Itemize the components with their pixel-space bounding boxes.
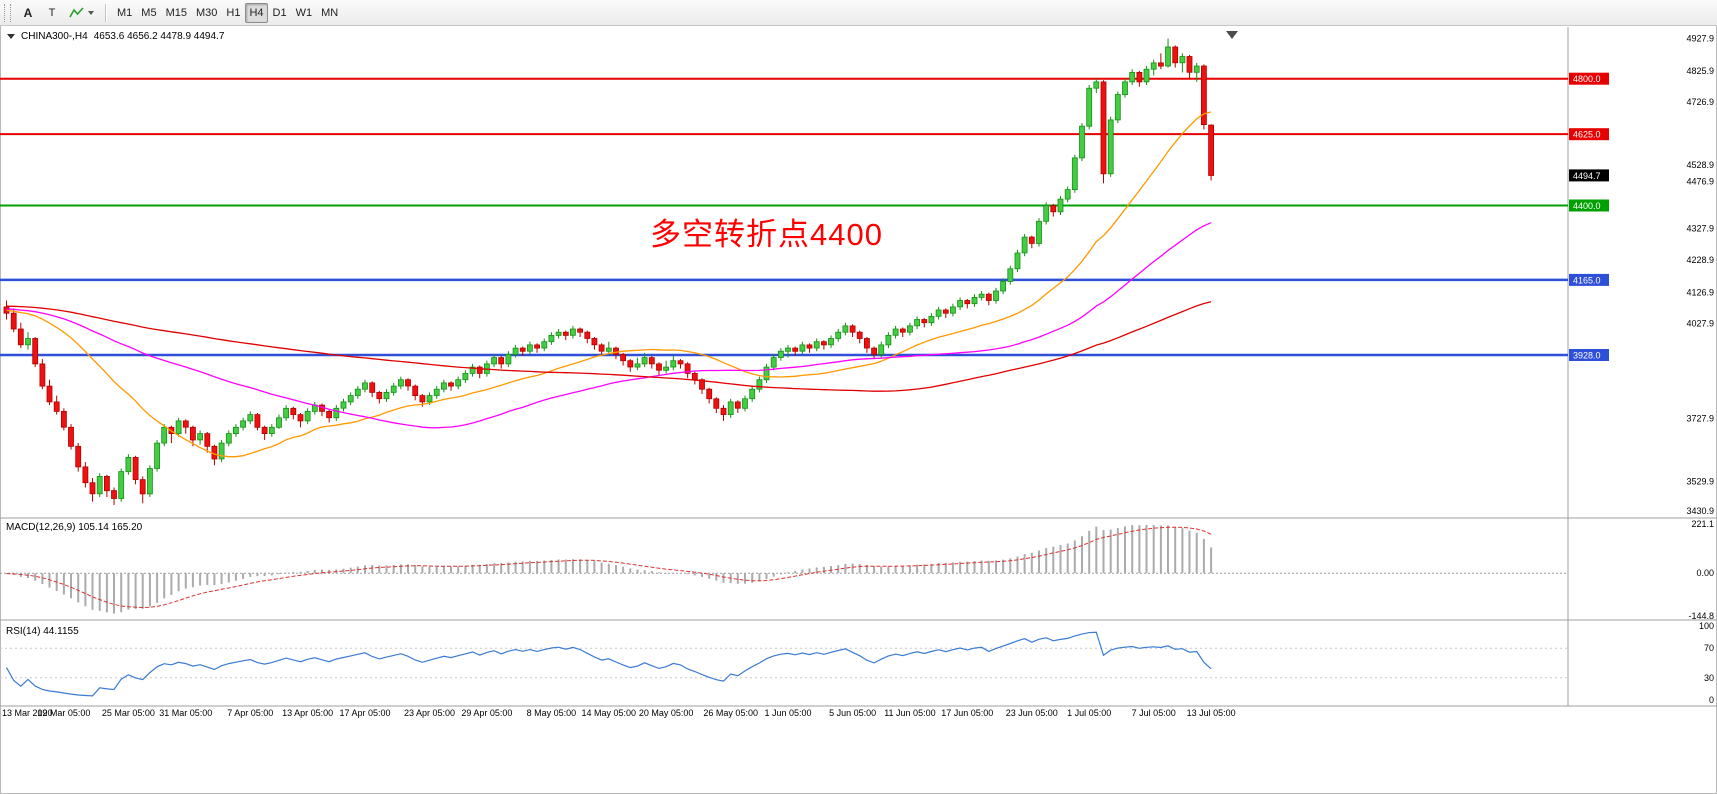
timeframe-button-m5[interactable]: M5 [137, 3, 160, 23]
time-axis-label: 1 Jul 05:00 [1067, 708, 1111, 718]
text-label-button[interactable]: A [17, 3, 39, 23]
price-tag-4625.0: 4625.0 [1569, 128, 1609, 140]
level-lines-layer [0, 79, 1568, 355]
time-axis-label: 14 May 05:00 [582, 708, 637, 718]
price-axis-label: 4528.9 [1686, 160, 1714, 170]
price-axis-label: 4327.9 [1686, 224, 1714, 234]
price-axis-label: 4228.9 [1686, 255, 1714, 265]
time-axis-label: 26 May 05:00 [703, 708, 758, 718]
time-axis-label: 1 Jun 05:00 [764, 708, 811, 718]
rsi-line [7, 632, 1212, 696]
candles-layer [4, 39, 1214, 505]
time-axis-label: 5 Jun 05:00 [829, 708, 876, 718]
time-axis-label: 31 Mar 05:00 [159, 708, 212, 718]
time-axis-label: 17 Apr 05:00 [339, 708, 390, 718]
time-axis-label: 11 Jun 05:00 [884, 708, 935, 718]
timeframe-button-h4[interactable]: H4 [245, 3, 267, 23]
rsi-axis-label: 70 [1704, 643, 1714, 653]
time-axis-label: 25 Mar 05:00 [102, 708, 155, 718]
price-chart-svg[interactable]: 4927.9 4825.9 4726.9 4528.9 4476.9 4327.9 4228… [0, 26, 1717, 794]
time-axis-label: 17 Jun 05:00 [941, 708, 993, 718]
time-axis-label: 19 Mar 05:00 [37, 708, 90, 718]
ma-24-line[interactable] [7, 112, 1212, 457]
timeframe-button-d1[interactable]: D1 [269, 3, 291, 23]
toolbar: A T M1M5M15M30H1H4D1W1MN [0, 0, 1717, 26]
svg-text:4400.0: 4400.0 [1573, 201, 1601, 211]
ma-55-line[interactable] [7, 223, 1212, 428]
toolbar-separator [105, 4, 106, 22]
svg-text:4625.0: 4625.0 [1573, 130, 1601, 140]
chart-shift-marker[interactable] [1226, 31, 1238, 39]
line-style-dropdown-button[interactable] [65, 3, 98, 23]
macd-axis-label: -144.8 [1688, 611, 1714, 621]
timeframe-button-h1[interactable]: H1 [222, 3, 244, 23]
price-axis: 4927.9 4825.9 4726.9 4528.9 4476.9 4327.9 4228… [1569, 34, 1714, 517]
macd-axis-label: 0.00 [1696, 568, 1714, 578]
timeframe-button-m1[interactable]: M1 [113, 3, 136, 23]
macd-histogram [6, 525, 1213, 614]
price-tag-4494.7: 4494.7 [1569, 169, 1609, 181]
svg-text:4800.0: 4800.0 [1573, 74, 1601, 84]
rsi-axis-label: 0 [1709, 695, 1714, 705]
timeframe-group: M1M5M15M30H1H4D1W1MN [113, 3, 342, 23]
svg-text:4494.7: 4494.7 [1573, 171, 1601, 181]
timeframe-button-m15[interactable]: M15 [162, 3, 191, 23]
timeframe-button-m30[interactable]: M30 [192, 3, 221, 23]
time-axis-label: 20 May 05:00 [639, 708, 694, 718]
trading-terminal-window: { "toolbar": { "text_tool_label": "A", "… [0, 0, 1717, 794]
time-axis-label: 29 Apr 05:00 [461, 708, 512, 718]
price-axis-label: 4927.9 [1686, 34, 1714, 44]
macd-axis-label: 221.1 [1691, 519, 1714, 529]
time-axis-label: 7 Jul 05:00 [1132, 708, 1176, 718]
svg-text:3928.0: 3928.0 [1573, 351, 1601, 361]
price-axis-label: 4726.9 [1686, 97, 1714, 107]
price-axis-label: 4027.9 [1686, 319, 1714, 329]
price-axis-label: 4825.9 [1686, 66, 1714, 76]
price-tag-4400.0: 4400.0 [1569, 200, 1609, 212]
time-axis-label: 8 May 05:00 [527, 708, 577, 718]
rsi-axis-label: 30 [1704, 673, 1714, 683]
time-axis-label: 23 Apr 05:00 [404, 708, 455, 718]
price-axis-label: 3430.9 [1686, 506, 1714, 516]
chevron-down-icon [88, 11, 94, 15]
time-axis-label: 13 Apr 05:00 [282, 708, 333, 718]
time-axis-label: 13 Jul 05:00 [1187, 708, 1236, 718]
price-tag-4165.0: 4165.0 [1569, 274, 1609, 286]
toolbar-grip[interactable] [4, 4, 11, 22]
price-tag-4800.0: 4800.0 [1569, 73, 1609, 85]
rsi-axis-label: 100 [1699, 621, 1714, 631]
price-axis-label: 4126.9 [1686, 287, 1714, 297]
timeframe-button-w1[interactable]: W1 [292, 3, 317, 23]
zigzag-line-icon [69, 6, 84, 19]
price-axis-label: 4476.9 [1686, 176, 1714, 186]
price-axis-label: 3727.9 [1686, 414, 1714, 424]
timeframe-button-mn[interactable]: MN [317, 3, 342, 23]
time-axis-label: 7 Apr 05:00 [227, 708, 273, 718]
svg-text:4165.0: 4165.0 [1573, 275, 1601, 285]
text-box-button[interactable]: T [41, 3, 63, 23]
time-axis-label: 23 Jun 05:00 [1006, 708, 1058, 718]
price-tag-3928.0: 3928.0 [1569, 349, 1609, 361]
price-axis-label: 3529.9 [1686, 477, 1714, 487]
time-axis: 13 Mar 202019 Mar 05:0025 Mar 05:0031 Ma… [2, 708, 1236, 718]
